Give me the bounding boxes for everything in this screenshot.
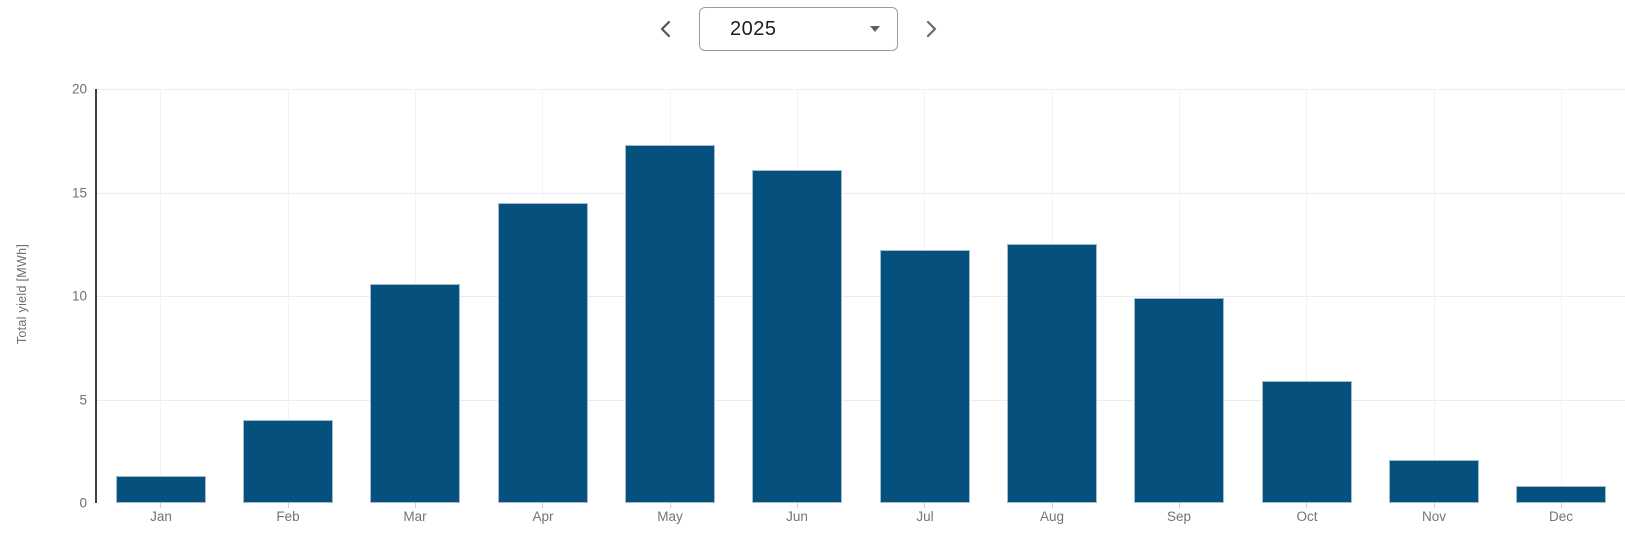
x-tick-label-aug: Aug bbox=[1039, 509, 1065, 524]
chevron-left-icon bbox=[658, 18, 674, 40]
next-year-button[interactable] bbox=[919, 14, 943, 44]
x-tick-label-nov: Nov bbox=[1421, 509, 1446, 524]
x-gridline-feb bbox=[287, 89, 289, 503]
x-tick-label-mar: Mar bbox=[403, 509, 427, 524]
x-tick-label-apr: Apr bbox=[532, 509, 554, 524]
x-tick-label-feb: Feb bbox=[276, 509, 300, 524]
bar-may[interactable] bbox=[625, 145, 715, 503]
y-tick-label-15: 15 bbox=[71, 185, 87, 200]
x-tick-mark-apr bbox=[542, 503, 544, 508]
x-tick-label-jul: Jul bbox=[916, 509, 934, 524]
bar-dec[interactable] bbox=[1516, 486, 1606, 503]
x-tick-label-dec: Dec bbox=[1548, 509, 1573, 524]
bar-apr[interactable] bbox=[498, 203, 588, 503]
y-tick-label-5: 5 bbox=[79, 392, 87, 407]
x-tick-mark-aug bbox=[1051, 503, 1053, 508]
bar-nov[interactable] bbox=[1389, 460, 1479, 503]
y-gridline-5 bbox=[97, 399, 1625, 401]
x-tick-mark-jun bbox=[796, 503, 798, 508]
chevron-right-icon bbox=[923, 18, 939, 40]
x-tick-label-jan: Jan bbox=[150, 509, 172, 524]
bar-sep[interactable] bbox=[1134, 298, 1224, 503]
bar-jun[interactable] bbox=[752, 170, 842, 503]
y-tick-label-10: 10 bbox=[71, 288, 87, 304]
x-tick-mark-jan bbox=[160, 503, 162, 508]
x-gridline-oct bbox=[1306, 89, 1308, 503]
x-tick-mark-sep bbox=[1178, 503, 1180, 508]
y-tick-label-20: 20 bbox=[71, 81, 87, 97]
x-tick-label-oct: Oct bbox=[1296, 509, 1318, 524]
bar-chart-plot-area: 0 5 10 15 20 Jan Feb Mar Apr May Jun Jul Aug Sep Oct No… bbox=[72, 82, 1625, 524]
x-tick-label-may: May bbox=[657, 509, 683, 524]
year-value: 2025 bbox=[730, 17, 777, 40]
y-gridline-10 bbox=[97, 296, 1625, 297]
x-gridline-nov bbox=[1433, 89, 1435, 503]
bar-mar[interactable] bbox=[370, 284, 460, 503]
x-gridline-jan bbox=[160, 89, 162, 503]
year-navigation: 2025 bbox=[0, 7, 1611, 51]
bar-jan[interactable] bbox=[116, 476, 206, 503]
previous-year-button[interactable] bbox=[654, 14, 678, 44]
bar-oct[interactable] bbox=[1262, 381, 1352, 503]
x-tick-mark-feb bbox=[287, 503, 289, 508]
x-tick-label-sep: Sep bbox=[1166, 509, 1192, 524]
x-tick-mark-oct bbox=[1306, 503, 1308, 508]
y-gridline-20 bbox=[97, 89, 1625, 90]
bar-feb[interactable] bbox=[243, 420, 333, 503]
x-gridline-sep bbox=[1178, 89, 1180, 503]
x-tick-label-jun: Jun bbox=[786, 509, 808, 524]
y-axis-title: Total yield [MWh] bbox=[15, 243, 29, 345]
x-tick-mark-mar bbox=[414, 503, 416, 508]
x-tick-mark-jul bbox=[924, 503, 926, 508]
year-dropdown[interactable]: 2025 bbox=[699, 7, 898, 51]
x-tick-mark-dec bbox=[1560, 503, 1562, 508]
y-tick-label-0: 0 bbox=[79, 495, 87, 511]
caret-down-icon bbox=[870, 26, 880, 32]
x-tick-mark-may bbox=[669, 503, 671, 508]
bar-jul[interactable] bbox=[880, 250, 970, 503]
y-gridline-15 bbox=[97, 192, 1625, 194]
x-gridline-dec bbox=[1560, 89, 1562, 503]
x-tick-mark-nov bbox=[1433, 503, 1435, 508]
bar-aug[interactable] bbox=[1007, 244, 1097, 503]
